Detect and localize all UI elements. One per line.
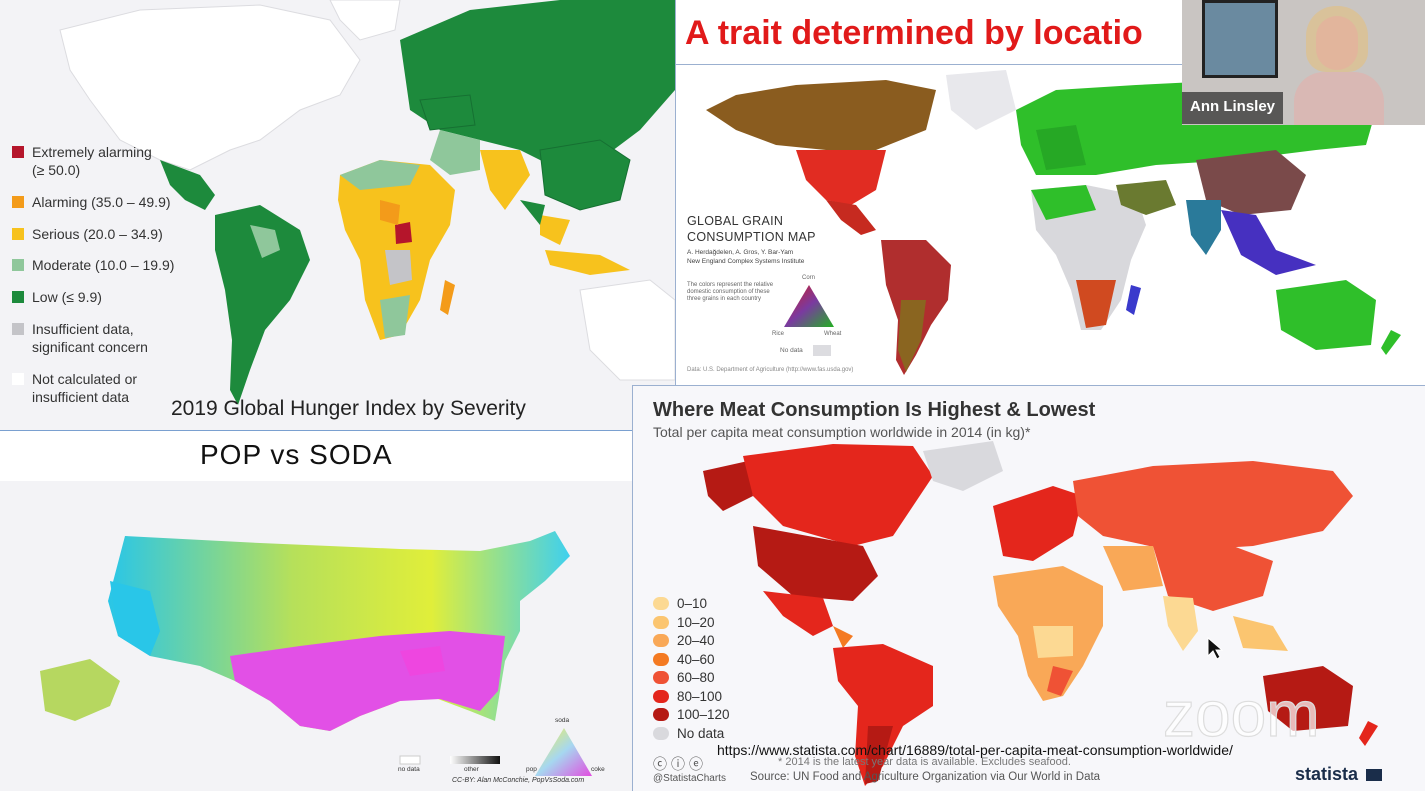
wall-picture [1202, 0, 1278, 78]
legend-label: 100–120 [677, 707, 730, 722]
pop-pop: pop [526, 766, 537, 773]
slide-title: A trait determined by locatio [685, 14, 1143, 52]
meat-legend-item: 10–20 [653, 615, 715, 630]
hunger-legend-item: Moderate (10.0 – 19.9) [12, 256, 174, 274]
meat-consumption-panel: Where Meat Consumption Is Highest & Lowe… [632, 385, 1425, 791]
meat-url[interactable]: https://www.statista.com/chart/16889/tot… [717, 742, 1233, 758]
meat-footnote: * 2014 is the latest year data is availa… [778, 756, 1071, 768]
grain-source: Data: U.S. Department of Agriculture (ht… [687, 367, 854, 373]
pop-coke: coke [591, 766, 605, 773]
triangle-label-corn: Corn [802, 275, 816, 281]
grain-map-title-1: GLOBAL GRAIN [687, 214, 784, 228]
legend-swatch [12, 291, 24, 303]
legend-label: Moderate (10.0 – 19.9) [32, 257, 175, 273]
grain-note: The colors represent the relative domest… [687, 282, 774, 302]
meat-legend-item: No data [653, 726, 724, 741]
legend-swatch [653, 615, 669, 629]
hunger-legend-item: Serious (20.0 – 34.9) [12, 225, 163, 243]
pop-no-data: no data [398, 766, 420, 773]
legend-swatch [653, 597, 669, 610]
participant-video-tile[interactable]: Ann Linsley [1182, 0, 1425, 125]
legend-label: 60–80 [677, 670, 715, 685]
hunger-legend-item: Extremely alarming (≥ 50.0) [12, 143, 152, 179]
hunger-legend-item: Alarming (35.0 – 49.9) [12, 193, 171, 211]
hunger-legend-item: Insufficient data, significant concern [12, 320, 148, 356]
triangle-label-wheat: Wheat [824, 331, 842, 337]
legend-label: Serious (20.0 – 34.9) [32, 226, 163, 242]
legend-label: Alarming (35.0 – 49.9) [32, 194, 171, 210]
hunger-legend-item: Low (≤ 9.9) [12, 288, 102, 306]
participant-face [1316, 16, 1358, 70]
legend-label: 0–10 [677, 596, 708, 611]
hunger-world-map [59, 0, 675, 405]
legend-swatch [12, 228, 24, 240]
pop-credit: CC-BY: Alan McConchie, PopVsSoda.com [452, 777, 585, 784]
legend-swatch [653, 671, 669, 684]
legend-swatch [653, 708, 669, 721]
pop-soda-us-map [40, 531, 592, 776]
legend-swatch [12, 196, 24, 208]
meat-legend-item: 0–10 [653, 596, 707, 611]
grain-map-title-2: CONSUMPTION MAP [687, 230, 816, 244]
meat-legend-item: 20–40 [653, 633, 715, 648]
meat-legend-item: 80–100 [653, 689, 722, 704]
grain-no-data: No data [780, 347, 803, 354]
participant-figure [1294, 6, 1384, 125]
legend-swatch [12, 373, 24, 385]
grain-authors: A. Herdağdelen, A. Gros, Y. Bar-Yam [687, 249, 794, 256]
pop-title: POP vs SODA [200, 439, 393, 470]
legend-label: Not calculated or insufficient data [32, 371, 138, 405]
legend-label: 20–40 [677, 633, 715, 648]
zoom-watermark: zoom [1163, 678, 1320, 750]
meat-source: Source: UN Food and Agriculture Organiza… [750, 771, 1101, 783]
grain-institute: New England Complex Systems Institute [687, 258, 805, 265]
legend-label: Insufficient data, significant concern [32, 321, 148, 355]
pop-title-bar [0, 431, 632, 481]
legend-swatch [653, 689, 669, 703]
legend-swatch [653, 652, 669, 666]
legend-swatch [12, 323, 24, 335]
legend-label: 10–20 [677, 614, 715, 630]
hunger-caption: 2019 Global Hunger Index by Severity [171, 397, 526, 420]
legend-label: 40–60 [677, 651, 715, 667]
legend-swatch [12, 259, 24, 271]
meat-title: Where Meat Consumption Is Highest & Lowe… [653, 399, 1096, 421]
legend-label: Low (≤ 9.9) [32, 289, 102, 305]
meat-legend-item: 100–120 [653, 707, 730, 722]
statista-mark-icon [1366, 769, 1383, 782]
legend-label: 80–100 [677, 688, 723, 704]
hunger-index-panel: Extremely alarming (≥ 50.0) Alarming (35.0… [0, 0, 675, 430]
meat-subtitle: Total per capita meat consumption worldw… [653, 424, 1031, 440]
legend-swatch [653, 634, 669, 647]
participant-name-label: Ann Linsley [1182, 92, 1284, 124]
legend-swatch [653, 726, 669, 740]
pop-soda-label: soda [555, 717, 570, 724]
legend-label: Extremely alarming (≥ 50.0) [32, 144, 152, 178]
pop-vs-soda-panel: POP vs SODA soda [0, 430, 633, 791]
cc-license-icons: ⓒⓘⓔ [653, 756, 707, 772]
meat-world-map: zoom [703, 441, 1378, 786]
legend-swatch [12, 146, 24, 158]
legend-label: No data [677, 725, 725, 741]
hunger-legend-item: Not calculated or insufficient data [12, 370, 137, 406]
statista-brand: statista [1295, 764, 1359, 784]
meat-legend-item: 60–80 [653, 670, 715, 685]
statista-handle: @StatistaCharts [653, 773, 726, 784]
meat-legend-item: 40–60 [653, 652, 715, 667]
statista-logo: statista [1295, 764, 1383, 785]
mouse-cursor-icon [1207, 637, 1223, 660]
triangle-label-rice: Rice [772, 331, 785, 337]
pop-other: other [464, 766, 479, 773]
participant-shirt [1294, 72, 1384, 125]
